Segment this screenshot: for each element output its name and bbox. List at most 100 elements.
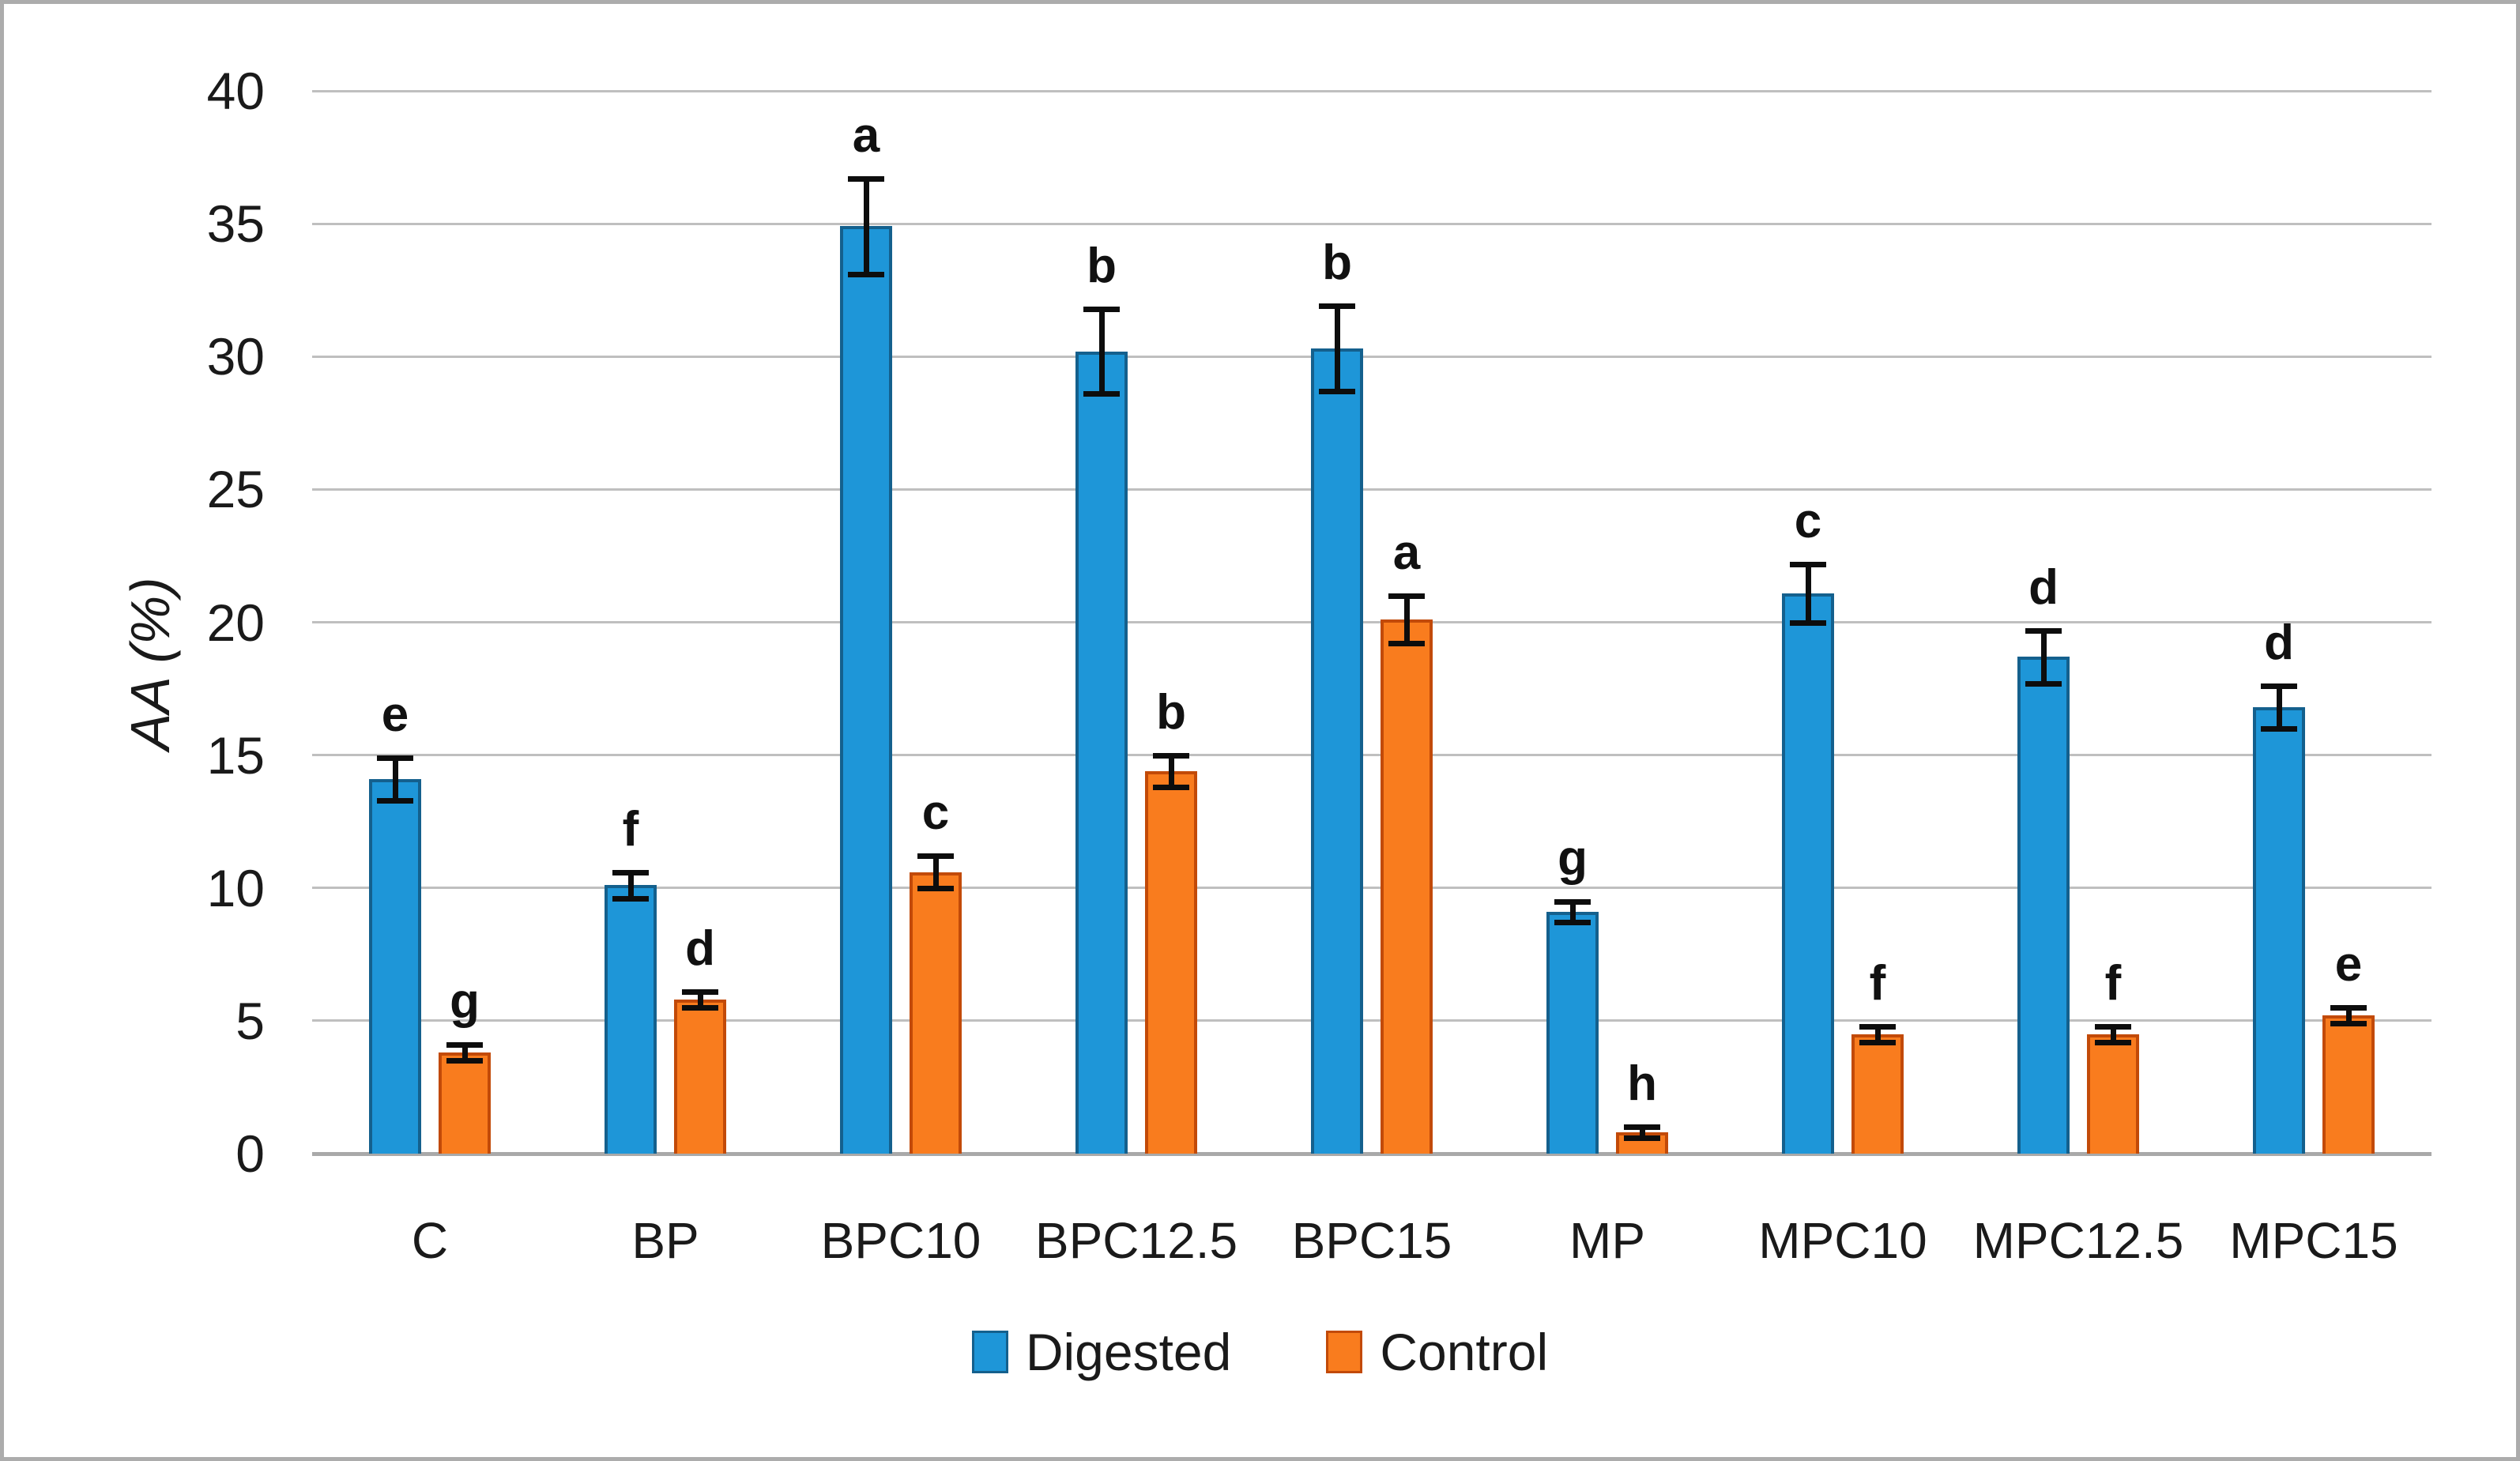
error-cap-top [612, 869, 649, 875]
error-cap-bottom [612, 896, 649, 902]
x-tick-label-BPC10: BPC10 [820, 1212, 981, 1269]
error-cap-top [682, 988, 718, 995]
gridline-5 [312, 1019, 2431, 1022]
x-axis-line [312, 1152, 2431, 1156]
legend: Digested Control [4, 1322, 2516, 1382]
legend-item-control: Control [1326, 1322, 1548, 1382]
sig-letter-control-BPC15: a [1392, 525, 1421, 580]
x-tick-label-MP: MP [1569, 1212, 1645, 1269]
bar-control-BP [674, 999, 726, 1154]
y-tick-label-5: 5 [235, 991, 265, 1050]
sig-letter-control-C: g [450, 974, 480, 1030]
error-bar-control-BPC10 [932, 856, 939, 888]
bar-control-BPC10 [910, 872, 962, 1154]
bar-digested-MPC12.5 [2017, 657, 2070, 1154]
error-cap-top [446, 1042, 483, 1049]
legend-item-digested: Digested [971, 1322, 1232, 1382]
error-cap-bottom [2261, 726, 2297, 732]
error-bar-control-BPC15 [1403, 595, 1410, 644]
error-cap-bottom [917, 885, 954, 891]
error-cap-bottom [1083, 391, 1120, 397]
sig-letter-digested-BPC10: a [852, 107, 880, 163]
error-bar-digested-BPC10 [863, 178, 869, 274]
gridline-15 [312, 754, 2431, 757]
y-tick-label-10: 10 [206, 858, 265, 917]
sig-letter-control-BP: d [685, 921, 715, 976]
bar-control-BPC15 [1381, 619, 1433, 1154]
sig-letter-digested-BP: f [622, 801, 639, 857]
error-cap-top [1083, 306, 1120, 312]
error-cap-bottom [1153, 784, 1189, 790]
legend-label-digested: Digested [1025, 1323, 1232, 1381]
error-bar-digested-MPC12.5 [2040, 630, 2047, 683]
sig-letter-digested-BPC15: b [1322, 235, 1352, 291]
bar-digested-MPC15 [2253, 707, 2305, 1154]
error-bar-digested-BPC15 [1334, 306, 1340, 391]
sig-letter-control-MPC10: f [1869, 955, 1886, 1011]
y-tick-label-20: 20 [206, 593, 265, 652]
error-cap-top [2330, 1005, 2367, 1011]
gridline-10 [312, 887, 2431, 890]
bar-control-BPC12.5 [1145, 770, 1197, 1154]
error-bar-digested-C [392, 757, 398, 800]
sig-letter-control-MPC15: e [2334, 937, 2363, 992]
gridline-40 [312, 89, 2431, 92]
error-bar-control-BP [697, 991, 703, 1008]
bar-digested-BPC10 [840, 226, 892, 1154]
error-cap-bottom [2330, 1021, 2367, 1027]
error-cap-bottom [2025, 680, 2062, 687]
error-cap-bottom [446, 1058, 483, 1064]
x-tick-label-C: C [411, 1212, 449, 1269]
y-tick-label-15: 15 [206, 725, 265, 785]
sig-letter-digested-C: e [381, 687, 409, 742]
plot-area: 40 35 30 25 20 15 10 5 0 C BP BPC10 BPC12.5 BPC15 MP MP… [207, 65, 2431, 1268]
error-bar-digested-BPC12.5 [1098, 308, 1105, 394]
error-cap-bottom [1859, 1039, 1896, 1045]
error-cap-top [1790, 561, 1826, 567]
gridline-20 [312, 621, 2431, 623]
error-cap-top [2095, 1023, 2131, 1030]
sig-letter-control-MPC12.5: f [2104, 955, 2122, 1011]
error-cap-top [1554, 898, 1591, 905]
bar-digested-C [369, 778, 421, 1154]
bar-digested-BP [605, 885, 657, 1154]
error-cap-bottom [1554, 920, 1591, 926]
error-cap-bottom [1790, 619, 1826, 626]
legend-swatch-control [1326, 1331, 1363, 1373]
x-tick-label-MPC15: MPC15 [2229, 1212, 2398, 1269]
sig-letter-digested-BPC12.5: b [1087, 238, 1117, 293]
y-tick-label-30: 30 [206, 327, 265, 386]
error-cap-top [1859, 1023, 1896, 1030]
error-cap-top [377, 755, 413, 761]
error-bar-control-BPC12.5 [1168, 755, 1174, 787]
sig-letter-digested-MPC15: d [2264, 616, 2294, 671]
x-tick-label-BPC15: BPC15 [1291, 1212, 1452, 1269]
x-tick-label-MPC12.5: MPC12.5 [1972, 1212, 2184, 1269]
error-cap-bottom [2095, 1039, 2131, 1045]
error-cap-bottom [377, 797, 413, 804]
gridline-35 [312, 222, 2431, 225]
error-cap-bottom [1388, 641, 1425, 647]
bar-digested-MPC10 [1782, 593, 1834, 1154]
error-bar-control-MPC15 [2345, 1007, 2352, 1024]
sig-letter-digested-MPC10: c [1794, 493, 1822, 548]
legend-label-control: Control [1380, 1323, 1549, 1381]
error-cap-top [1153, 752, 1189, 759]
sig-letter-digested-MPC12.5: d [2028, 559, 2059, 615]
error-bar-digested-MP [1569, 901, 1576, 923]
sig-letter-control-MP: h [1627, 1056, 1657, 1112]
sig-letter-digested-MP: g [1558, 830, 1588, 886]
error-bar-digested-BP [627, 872, 634, 899]
error-bar-control-MPC10 [1874, 1026, 1881, 1042]
sig-letter-control-BPC12.5: b [1156, 684, 1186, 740]
x-tick-label-BP: BP [631, 1212, 699, 1269]
error-cap-top [1319, 303, 1355, 310]
bar-control-MPC12.5 [2087, 1034, 2139, 1154]
error-cap-top [2025, 627, 2062, 634]
error-cap-top [2261, 683, 2297, 690]
y-tick-label-35: 35 [206, 194, 265, 254]
x-tick-label-MPC10: MPC10 [1758, 1212, 1927, 1269]
error-cap-bottom [1319, 388, 1355, 394]
bar-control-C [439, 1052, 491, 1154]
sig-letter-control-BPC10: c [921, 785, 950, 841]
